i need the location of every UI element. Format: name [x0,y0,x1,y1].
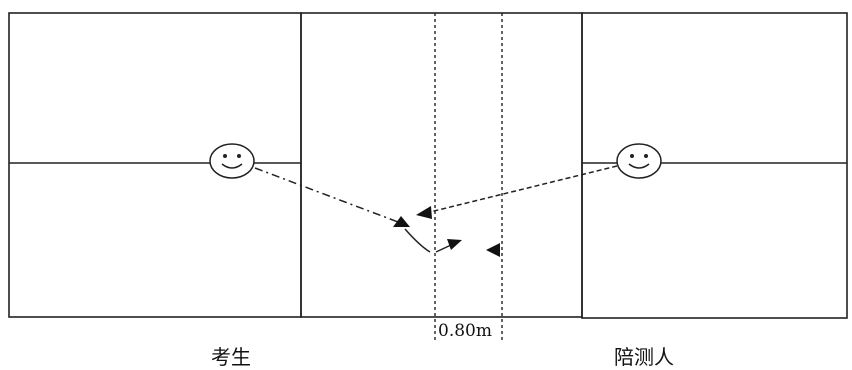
tester-path-arrow [416,206,432,219]
middle-zone [300,12,583,318]
turn-curve [404,228,431,253]
stop-marker-arrow [486,243,500,257]
tester-label: 陪测人 [614,345,674,369]
examinee-path-arrow [393,216,410,227]
tester-face-icon [616,143,662,179]
examinee-label: 考生 [211,345,251,369]
short-arrow-head [447,239,462,250]
examinee-face-icon [209,143,255,179]
right-court [581,12,848,319]
examinee-path [254,167,399,223]
left-court [8,12,302,318]
distance-label: 0.80m [437,321,493,341]
short-arrow-line [435,244,452,253]
tester-path [429,165,618,213]
